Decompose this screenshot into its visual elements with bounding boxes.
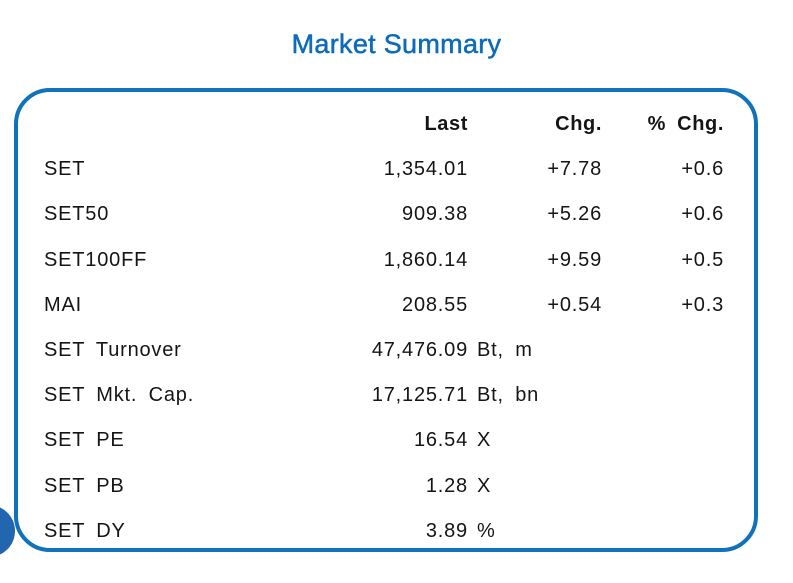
last-value: 3.89 [425, 519, 468, 542]
last-value: 909.38 [402, 203, 468, 226]
unit-suffix: Bt, m [477, 339, 533, 362]
pct-value: +0.5 [681, 248, 724, 271]
last-value: 47,476.09 [371, 339, 468, 362]
page-title: Market Summary [291, 29, 502, 60]
market-summary-card: Last Chg. % Chg. SET 1,354.01 +7.78 +0.6… [14, 88, 758, 552]
unit-suffix: X [477, 429, 492, 452]
table-row: SET Mkt. Cap. 17,125.71 Bt, bn [44, 373, 724, 418]
last-value: 1.28 [425, 474, 468, 497]
header-last: Last [424, 113, 468, 136]
table-body: SET 1,354.01 +7.78 +0.6 SET50 909.38 +5.… [44, 147, 724, 548]
table-header-row: Last Chg. % Chg. [44, 102, 724, 147]
table-row: SET DY 3.89 % [44, 509, 724, 548]
row-label: SET DY [44, 519, 126, 542]
header-chg: Chg. [555, 113, 602, 136]
pct-value: +0.3 [681, 293, 724, 316]
pct-value: +0.6 [681, 158, 724, 181]
row-label: SET Turnover [44, 339, 182, 362]
chg-value: +9.59 [547, 248, 602, 271]
page-corner-dot [0, 505, 15, 557]
chg-value: +5.26 [547, 203, 602, 226]
last-value: 1,354.01 [383, 158, 468, 181]
row-label: MAI [44, 293, 82, 316]
unit-suffix: % [477, 519, 496, 542]
pct-value: +0.6 [681, 203, 724, 226]
header-pct-chg: % Chg. [647, 113, 724, 136]
chg-value: +7.78 [547, 158, 602, 181]
table-row: SET 1,354.01 +7.78 +0.6 [44, 147, 724, 192]
row-label: SET Mkt. Cap. [44, 384, 195, 407]
table-row: SET PE 16.54 X [44, 418, 724, 463]
table-row: SET PB 1.28 X [44, 464, 724, 509]
unit-suffix: X [477, 474, 492, 497]
last-value: 1,860.14 [383, 248, 468, 271]
unit-suffix: Bt, bn [477, 384, 540, 407]
last-value: 16.54 [413, 429, 468, 452]
row-label: SET50 [44, 203, 110, 226]
row-label: SET [44, 158, 86, 181]
table-row: SET100FF 1,860.14 +9.59 +0.5 [44, 238, 724, 283]
chg-value: +0.54 [547, 293, 602, 316]
row-label: SET PE [44, 429, 125, 452]
row-label: SET PB [44, 474, 125, 497]
table-row: SET Turnover 47,476.09 Bt, m [44, 328, 724, 373]
last-value: 17,125.71 [371, 384, 468, 407]
last-value: 208.55 [402, 293, 468, 316]
table-row: MAI 208.55 +0.54 +0.3 [44, 283, 724, 328]
row-label: SET100FF [44, 248, 148, 271]
table-row: SET50 909.38 +5.26 +0.6 [44, 192, 724, 237]
